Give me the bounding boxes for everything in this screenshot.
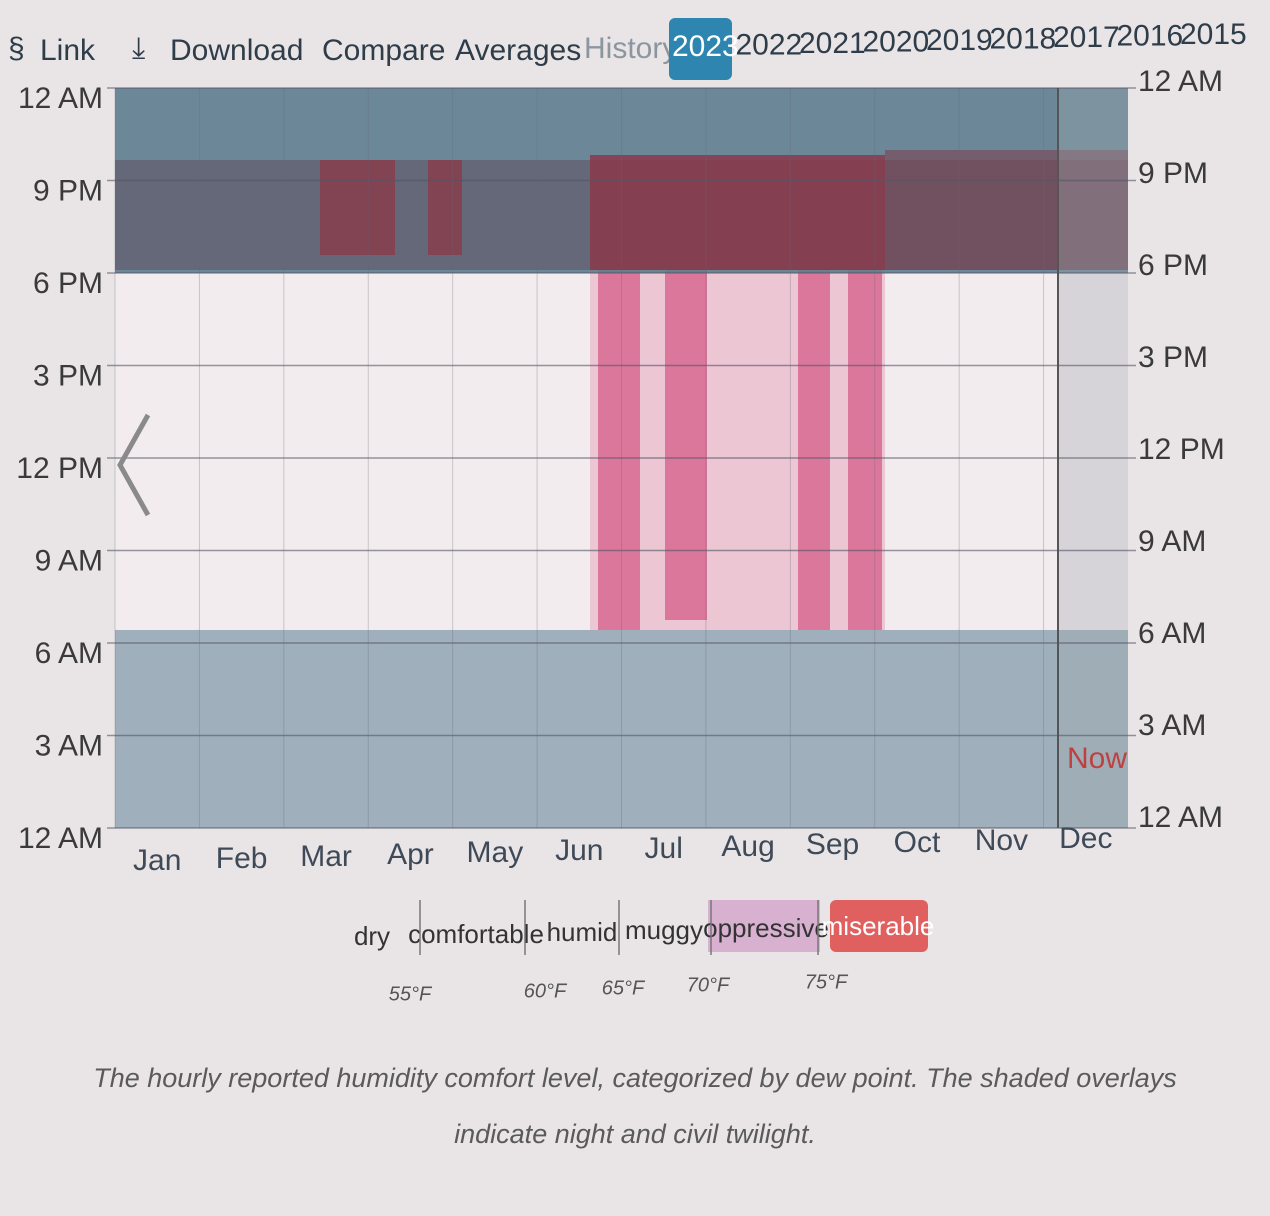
y-label-right: 9 AM xyxy=(1138,525,1206,558)
y-label-right: 3 PM xyxy=(1138,341,1208,374)
y-label-right: 6 AM xyxy=(1138,617,1206,650)
evening-humid-band xyxy=(590,155,885,270)
legend-category: oppressive xyxy=(703,913,829,943)
legend-category: miserable xyxy=(822,911,935,941)
legend: dry comfortable humid muggy oppressivemisera… xyxy=(354,900,934,1005)
month-label: Oct xyxy=(894,826,941,859)
selected-year-highlight xyxy=(669,18,732,80)
month-label: Aug xyxy=(721,830,774,863)
y-label-left: 9 AM xyxy=(35,544,103,577)
legend-category: dry xyxy=(354,921,390,951)
month-label: Feb xyxy=(216,842,268,875)
month-label: Mar xyxy=(300,840,352,873)
year-tab[interactable]: 2016 xyxy=(1117,19,1184,52)
y-label-right: 3 AM xyxy=(1138,709,1206,742)
year-tab[interactable]: 2015 xyxy=(1180,18,1247,51)
month-label: Jun xyxy=(555,834,603,867)
axis-labels: 12 AM 12 AM 9 PM 9 PM 6 PM 6 PM 3 PM 3 PM 12 PM 1… xyxy=(16,65,1224,877)
year-tab[interactable]: 2020 xyxy=(863,25,930,58)
averages-button[interactable]: Averages xyxy=(455,34,581,67)
legend-category: humid xyxy=(547,917,618,947)
year-tab[interactable]: 2021 xyxy=(799,27,866,60)
download-button[interactable]: Download xyxy=(170,34,303,67)
y-label-left: 12 PM xyxy=(16,452,103,485)
year-tab[interactable]: 2022 xyxy=(736,28,803,61)
compare-button[interactable]: Compare xyxy=(322,34,445,67)
y-label-left: 9 PM xyxy=(33,174,103,207)
muggy-band xyxy=(798,260,830,630)
oppressive-swatch xyxy=(708,900,820,952)
muggy-band xyxy=(598,260,640,630)
month-label: Dec xyxy=(1059,822,1112,855)
year-tab[interactable]: 2023 xyxy=(672,30,739,63)
plot: Now xyxy=(107,87,1136,829)
year-tab[interactable]: 2017 xyxy=(1053,21,1120,54)
y-label-right: 12 AM xyxy=(1138,65,1223,98)
month-label: Sep xyxy=(806,828,859,861)
legend-category: comfortable xyxy=(408,919,544,949)
morning-night-overlay xyxy=(115,630,1128,828)
link-icon: § xyxy=(8,32,25,65)
miserable-swatch xyxy=(830,900,928,952)
y-label-left: 6 AM xyxy=(35,637,103,670)
month-label: Apr xyxy=(387,838,434,871)
legend-threshold: 70°F xyxy=(687,974,731,996)
toolbar: § Link ⤓ Download Compare Averages Histo… xyxy=(8,18,1247,80)
y-label-right: 6 PM xyxy=(1138,249,1208,282)
evening-humid-band xyxy=(428,160,462,255)
evening-humid-band xyxy=(885,150,1128,270)
legend-threshold: 60°F xyxy=(524,980,568,1002)
year-tab[interactable]: 2018 xyxy=(990,22,1057,55)
prev-arrow[interactable] xyxy=(117,413,151,517)
y-label-right: 12 PM xyxy=(1138,433,1225,466)
muggy-band xyxy=(665,260,707,620)
evening-humid-band xyxy=(320,160,395,255)
month-label: May xyxy=(467,836,524,869)
link-button[interactable]: Link xyxy=(40,34,96,67)
y-label-left: 6 PM xyxy=(33,267,103,300)
y-label-left: 12 AM xyxy=(18,822,103,855)
month-label: Jan xyxy=(133,844,181,877)
month-label: Nov xyxy=(975,824,1028,857)
y-label-right: 9 PM xyxy=(1138,157,1208,190)
caption: The hourly reported humidity comfort lev… xyxy=(93,1063,1177,1149)
y-label-left: 3 PM xyxy=(33,359,103,392)
legend-threshold: 55°F xyxy=(389,983,433,1005)
year-tab[interactable]: 2019 xyxy=(926,24,993,57)
history-label: History: xyxy=(584,32,686,65)
now-label: Now xyxy=(1067,742,1127,775)
muggy-band xyxy=(848,260,882,630)
y-label-left: 3 AM xyxy=(35,729,103,762)
month-label: Jul xyxy=(645,832,683,865)
y-label-left: 12 AM xyxy=(18,82,103,115)
legend-threshold: 65°F xyxy=(602,977,646,999)
y-label-right: 12 AM xyxy=(1138,801,1223,834)
legend-threshold: 75°F xyxy=(805,971,849,993)
legend-category: muggy xyxy=(625,915,703,945)
download-icon: ⤓ xyxy=(132,32,145,65)
grid xyxy=(107,87,1136,829)
